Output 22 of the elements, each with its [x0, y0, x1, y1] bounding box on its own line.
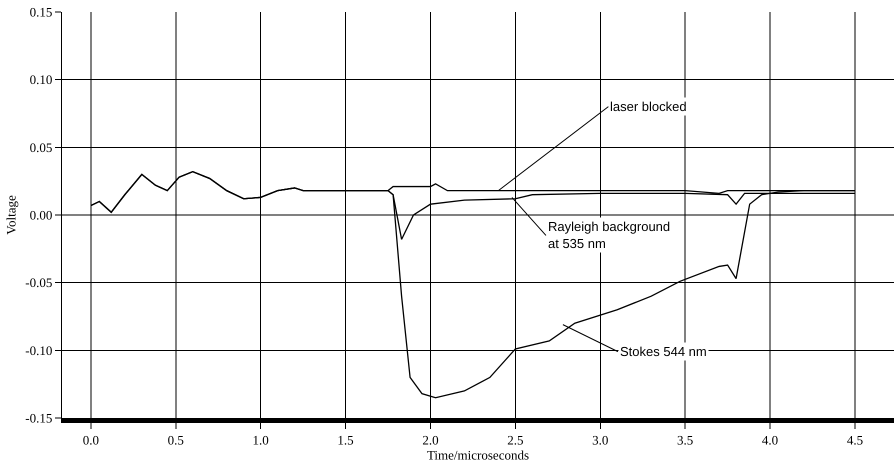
x-axis-title: Time/microseconds [426, 448, 530, 463]
x-tick-label: 4.5 [846, 432, 864, 448]
x-tick-label: 0.5 [168, 432, 184, 448]
x-tick-label: 2.5 [507, 432, 524, 448]
y-tick-label: -0.15 [25, 410, 52, 426]
annotation: Rayleigh background at 535 nm [548, 219, 670, 251]
annotation: laser blocked [610, 99, 687, 114]
annotation: Stokes 544 nm [620, 344, 707, 359]
y-tick-label: 0.10 [30, 72, 52, 88]
y-tick-label: -0.05 [25, 275, 52, 290]
x-tick-label: 0.0 [82, 432, 99, 448]
y-tick-label: -0.10 [25, 342, 52, 358]
x-tick-label: 2.0 [422, 432, 439, 448]
x-tick-label: 3.5 [677, 432, 694, 448]
y-axis-title: Voltage [3, 195, 18, 235]
x-tick-label: 4.0 [762, 432, 778, 448]
x-tick-label: 1.5 [337, 432, 354, 448]
y-tick-label: 0.05 [30, 140, 52, 155]
x-tick-label: 1.0 [252, 432, 269, 448]
x-tick-label: 3.0 [592, 432, 608, 448]
y-tick-label: 0.00 [30, 208, 52, 223]
y-tick-label: 0.15 [30, 4, 52, 20]
